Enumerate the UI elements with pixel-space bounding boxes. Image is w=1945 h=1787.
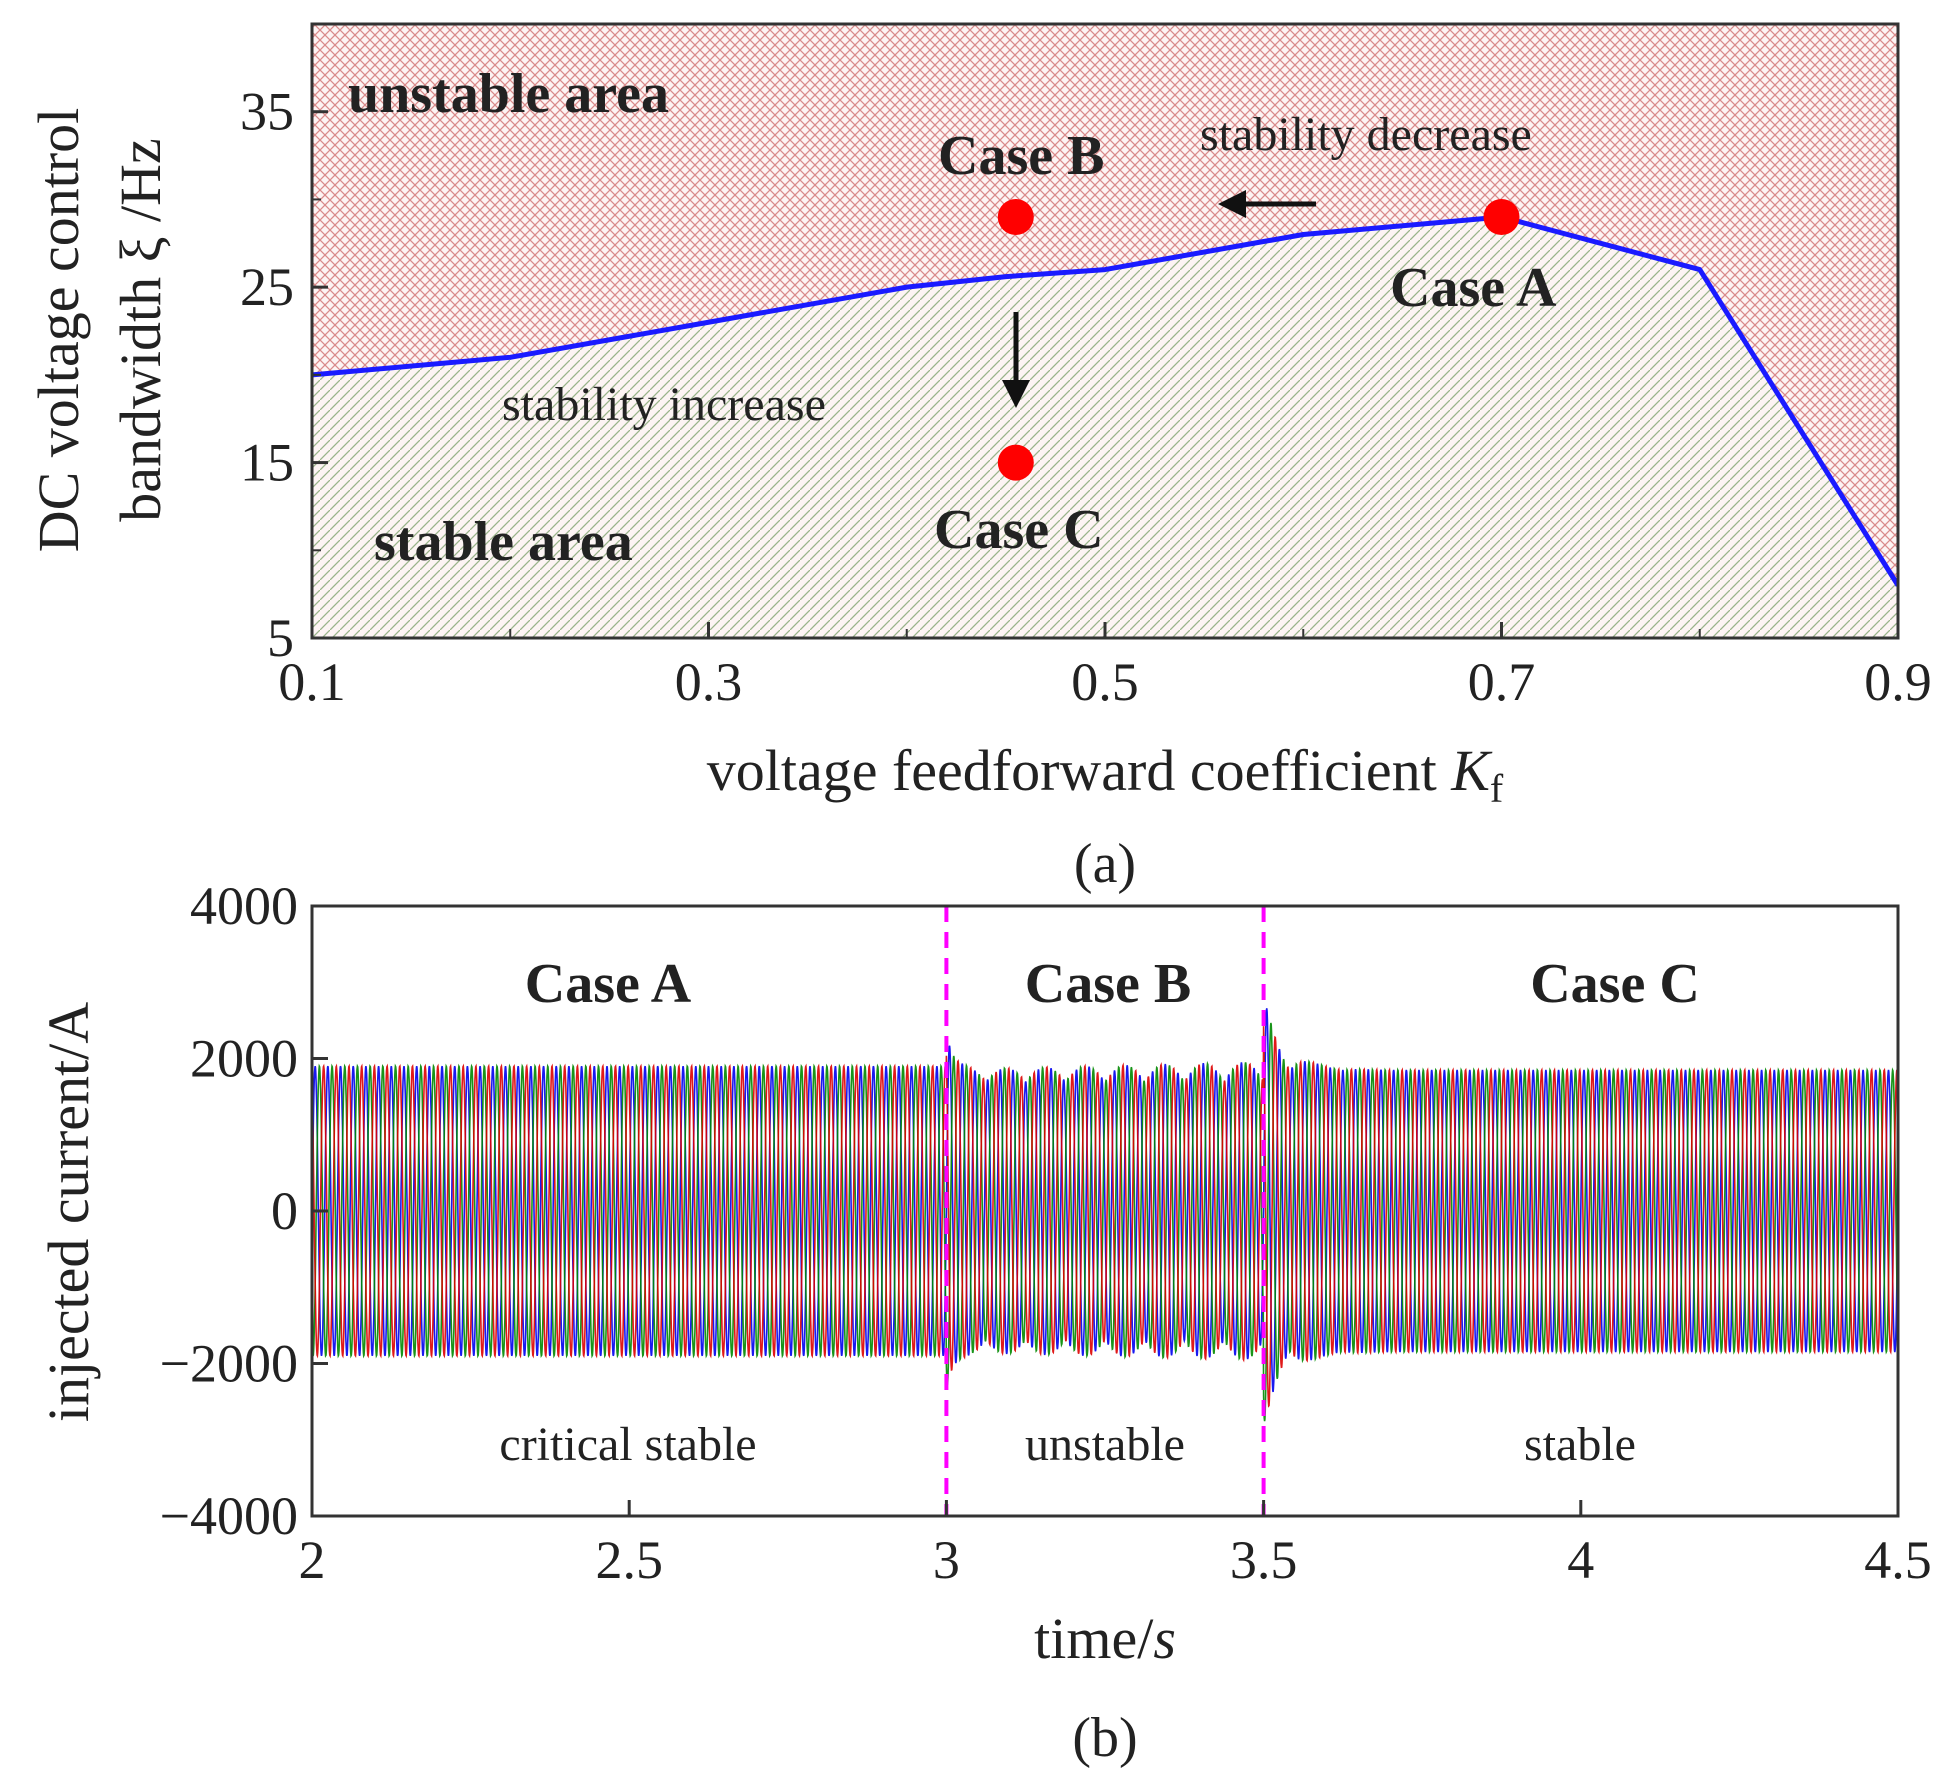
panel-b-y-tick-label: 4000 bbox=[190, 876, 298, 936]
panel-a-x-tick-label: 0.1 bbox=[278, 652, 346, 712]
panel-a-ticks: 0.1 0.3 0.5 0.7 0.9 5 15 25 35 bbox=[240, 82, 1932, 712]
case-c-label: Case C bbox=[934, 499, 1104, 561]
segment-case-a-label: Case A bbox=[525, 953, 692, 1015]
panel-a-y-tick-label: 35 bbox=[240, 82, 294, 142]
panel-b-x-tick-label: 4 bbox=[1567, 1530, 1594, 1590]
panel-a-x-axis-label: voltage feedforward coefficient Kf bbox=[707, 738, 1504, 811]
panel-a-y-tick-label: 25 bbox=[240, 257, 294, 317]
panel-b-caption: (b) bbox=[1072, 1707, 1137, 1769]
panel-b-y-tick-label: −4000 bbox=[160, 1486, 298, 1546]
case-a-label: Case A bbox=[1390, 257, 1557, 319]
panel-b-x-axis-label: time/s bbox=[1034, 1606, 1176, 1671]
segment-case-b-label: Case B bbox=[1025, 953, 1191, 1015]
stability-increase-label: stability increase bbox=[502, 378, 826, 431]
case-b-point bbox=[997, 198, 1034, 235]
panel-b-y-tick-label: 2000 bbox=[190, 1029, 298, 1089]
unstable-area-label: unstable area bbox=[348, 63, 669, 125]
current-phase-2-trace bbox=[312, 1022, 1898, 1422]
panel-a-x-tick-label: 0.5 bbox=[1071, 652, 1139, 712]
panel-b-x-tick-label: 3 bbox=[933, 1530, 960, 1590]
panel-b-x-tick-label: 2 bbox=[299, 1530, 326, 1590]
panel-a-caption: (a) bbox=[1074, 833, 1136, 895]
stable-area-label: stable area bbox=[374, 511, 633, 573]
panel-a-x-tick-label: 0.7 bbox=[1468, 652, 1536, 712]
case-b-label: Case B bbox=[938, 125, 1104, 187]
panel-b-ticks: 2 2.5 3 3.5 4 4.5 4000 2000 0 −2000 −4000 bbox=[160, 876, 1932, 1590]
panel-b-y-axis-label: injected current/A bbox=[36, 1002, 101, 1422]
panel-a-y-tick-label: 5 bbox=[267, 608, 294, 668]
panel-b-current-waveform: 2 2.5 3 3.5 4 4.5 4000 2000 0 −2000 −4000 Case A C… bbox=[36, 876, 1932, 1769]
injected-current-waveforms bbox=[312, 1008, 1898, 1422]
panel-a-x-tick-label: 0.9 bbox=[1864, 652, 1932, 712]
panel-b-y-tick-label: 0 bbox=[271, 1181, 298, 1241]
panel-a-x-tick-label: 0.3 bbox=[675, 652, 743, 712]
stability-decrease-arrow bbox=[1218, 190, 1316, 218]
current-phase-1-trace bbox=[312, 1008, 1898, 1393]
current-phase-3-trace bbox=[312, 1026, 1898, 1408]
segment-c-state: stable bbox=[1524, 1418, 1636, 1471]
stability-boundary-line bbox=[312, 214, 1898, 587]
panel-a-y-axis-label-line2: bandwidth ξ /Hz bbox=[108, 138, 173, 521]
case-a-point bbox=[1483, 198, 1520, 235]
segment-a-state: critical stable bbox=[499, 1418, 756, 1471]
stability-increase-arrow bbox=[1002, 312, 1030, 408]
panel-b-x-tick-label: 4.5 bbox=[1864, 1530, 1932, 1590]
stability-decrease-label: stability decrease bbox=[1200, 108, 1532, 161]
panel-b-y-tick-label: −2000 bbox=[160, 1334, 298, 1394]
panel-b-x-tick-label: 2.5 bbox=[595, 1530, 663, 1590]
panel-a-stability-map: 0.1 0.3 0.5 0.7 0.9 5 15 25 35 unstable area sta… bbox=[26, 22, 1932, 895]
unstable-region bbox=[312, 24, 1898, 586]
panel-a-y-axis-label-line1: DC voltage control bbox=[26, 108, 91, 553]
segment-b-state: unstable bbox=[1025, 1418, 1185, 1471]
panel-b-x-tick-label: 3.5 bbox=[1230, 1530, 1298, 1590]
panel-a-y-tick-label: 15 bbox=[240, 433, 294, 493]
case-c-point bbox=[997, 444, 1034, 481]
segment-case-c-label: Case C bbox=[1530, 953, 1700, 1015]
